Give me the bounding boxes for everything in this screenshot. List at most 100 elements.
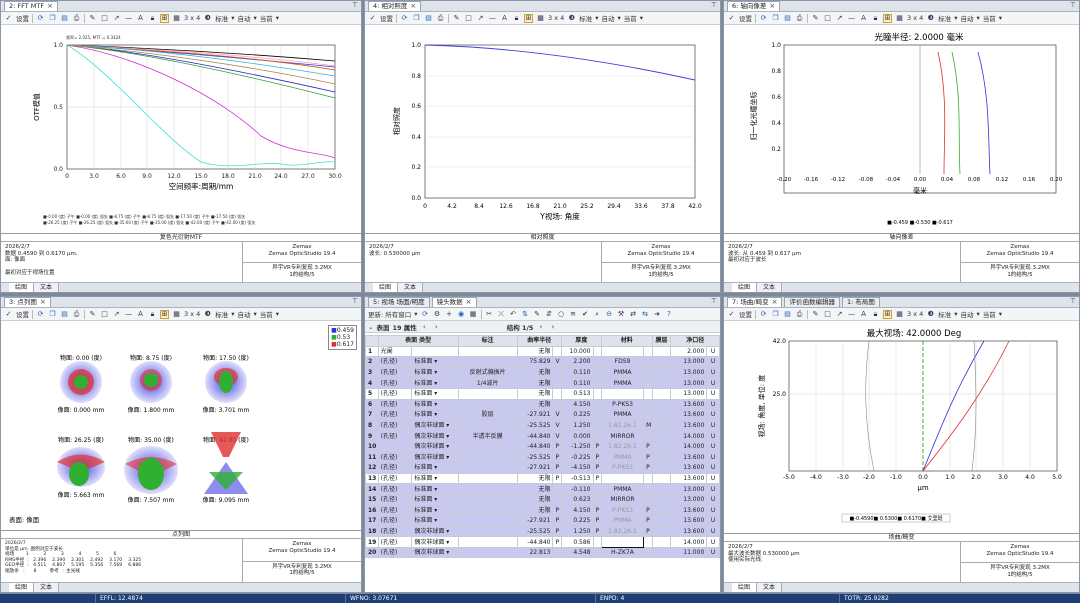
- table-cell[interactable]: [457, 387, 518, 400]
- table-cell[interactable]: 1: [365, 345, 379, 358]
- table-cell[interactable]: P: [552, 525, 562, 538]
- table-cell[interactable]: 标准面 ▾: [411, 356, 459, 368]
- table-cell[interactable]: P: [552, 515, 562, 527]
- table-cell[interactable]: 13.000: [670, 483, 708, 495]
- help-icon[interactable]: ❸: [204, 14, 211, 22]
- copy-icon[interactable]: ❐: [49, 310, 56, 318]
- edit-icon[interactable]: ✎: [534, 310, 540, 318]
- grid-icon[interactable]: ⊞: [160, 13, 169, 23]
- table-cell[interactable]: 无限: [516, 345, 554, 358]
- table-cell[interactable]: P: [643, 504, 653, 517]
- table-cell[interactable]: 1.82,26.1: [600, 419, 645, 432]
- table-cell[interactable]: 偶次非球面 ▾: [411, 419, 459, 432]
- table-cell[interactable]: (孔径): [377, 387, 413, 400]
- arrow-icon[interactable]: ↗: [836, 14, 843, 22]
- table-cell[interactable]: (孔径): [377, 377, 413, 389]
- table-cell[interactable]: -4.150: [560, 462, 594, 474]
- pencil-icon[interactable]: ✎: [812, 310, 819, 318]
- print-icon[interactable]: ⎙: [437, 13, 444, 22]
- table-cell[interactable]: [651, 366, 672, 379]
- next-config-icon[interactable]: ›: [551, 322, 555, 331]
- table-cell[interactable]: [592, 398, 602, 411]
- rectangle-icon[interactable]: □: [101, 310, 108, 318]
- table-cell[interactable]: PMMA: [600, 366, 645, 379]
- table-cell[interactable]: [457, 536, 518, 548]
- table-cell[interactable]: [592, 366, 602, 379]
- table-cell[interactable]: 13.600: [670, 409, 708, 421]
- settings-button[interactable]: 设置: [16, 15, 29, 23]
- table-cell[interactable]: 1.250: [560, 419, 594, 432]
- lock-icon[interactable]: 🔒︎: [150, 13, 155, 22]
- table-cell[interactable]: FDS9: [600, 356, 645, 368]
- table-cell[interactable]: [552, 366, 562, 379]
- table-cell[interactable]: -27.921: [516, 462, 554, 474]
- table-cell[interactable]: 13.600: [670, 462, 708, 474]
- table-cell[interactable]: 标准面 ▾: [411, 409, 459, 421]
- table-cell[interactable]: PMMA: [600, 515, 645, 527]
- table-cell[interactable]: [651, 493, 672, 506]
- table-cell[interactable]: (孔径): [377, 366, 413, 379]
- table-cell[interactable]: 标准面 ▾: [411, 387, 459, 400]
- table-cell[interactable]: 11.000: [670, 546, 708, 559]
- table-row[interactable]: 1 光阑 无限 10.000 2.000 U: [365, 345, 720, 358]
- table-cell[interactable]: U: [706, 356, 720, 368]
- close-icon[interactable]: ×: [769, 2, 776, 10]
- table-cell[interactable]: [651, 398, 672, 411]
- check-icon[interactable]: ✔: [582, 310, 588, 318]
- table-cell[interactable]: -44.840: [516, 536, 554, 548]
- table-cell[interactable]: U: [706, 493, 720, 506]
- table-cell[interactable]: 18: [365, 525, 379, 538]
- table-cell[interactable]: PMMA: [600, 409, 645, 421]
- table-cell[interactable]: P: [643, 440, 653, 453]
- table-cell[interactable]: (孔径): [377, 546, 413, 559]
- save-icon[interactable]: ▤: [61, 14, 68, 22]
- table-cell[interactable]: [592, 430, 602, 442]
- settings-icon[interactable]: ✓: [5, 310, 12, 318]
- table-cell[interactable]: (孔径): [377, 472, 413, 485]
- auto-dropdown[interactable]: 自动: [237, 15, 251, 23]
- table-cell[interactable]: 13.000: [670, 377, 708, 389]
- table-cell[interactable]: (孔径): [377, 515, 413, 527]
- current-dropdown[interactable]: 当前: [623, 15, 637, 23]
- table-row[interactable]: 7 (孔径) 标准面 ▾ 胶层 -27.921 V 0.225 PMMA 13.600 U: [365, 409, 720, 421]
- table-cell[interactable]: 8: [365, 419, 379, 432]
- standard-dropdown[interactable]: 标准: [938, 15, 952, 23]
- table-cell[interactable]: [592, 483, 602, 495]
- refresh-icon[interactable]: ⟳: [760, 14, 767, 22]
- table-cell[interactable]: 1.250: [560, 525, 594, 538]
- tab-text[interactable]: 文本: [34, 283, 60, 292]
- table-cell[interactable]: 标准面 ▾: [411, 398, 459, 411]
- pin-icon[interactable]: ⊤: [710, 1, 717, 9]
- table-cell[interactable]: M: [643, 419, 653, 432]
- lock-icon[interactable]: 🔒︎: [873, 13, 878, 22]
- pin-icon[interactable]: ⊤: [351, 297, 358, 305]
- table-cell[interactable]: [592, 493, 602, 506]
- table-cell[interactable]: [457, 504, 518, 517]
- table-cell[interactable]: 14.000: [670, 536, 708, 548]
- table-cell[interactable]: (孔径): [377, 419, 413, 432]
- text-icon[interactable]: A: [861, 310, 866, 318]
- table-cell[interactable]: 0.225: [560, 409, 594, 421]
- table-cell[interactable]: 偶次非球面 ▾: [411, 451, 459, 464]
- table-cell[interactable]: -25.525: [516, 451, 554, 464]
- table-cell[interactable]: [600, 536, 645, 548]
- table-cell[interactable]: (孔径): [377, 504, 413, 517]
- table-cell[interactable]: 标准面 ▾: [411, 462, 459, 474]
- table-cell[interactable]: 14.000: [670, 430, 708, 442]
- table-cell[interactable]: 标准面 ▾: [411, 366, 459, 379]
- table-cell[interactable]: [552, 398, 562, 411]
- tab-spot-diagram[interactable]: 3: 点列图 ×: [4, 297, 51, 307]
- table-cell[interactable]: -1.250: [560, 440, 594, 453]
- table-cell[interactable]: -44.840: [516, 430, 554, 442]
- table-cell[interactable]: 无限: [516, 366, 554, 379]
- table-cell[interactable]: [651, 409, 672, 421]
- table-cell[interactable]: U: [706, 419, 720, 432]
- tab-layout[interactable]: 1: 布局图: [841, 297, 880, 307]
- table-cell[interactable]: [651, 430, 672, 442]
- table-cell[interactable]: U: [706, 377, 720, 389]
- table-cell[interactable]: 19: [365, 536, 379, 548]
- lock-icon[interactable]: 🔒︎: [150, 309, 155, 318]
- table-cell[interactable]: [552, 493, 562, 506]
- table-cell[interactable]: 13.600: [670, 398, 708, 411]
- table-cell[interactable]: [651, 387, 672, 400]
